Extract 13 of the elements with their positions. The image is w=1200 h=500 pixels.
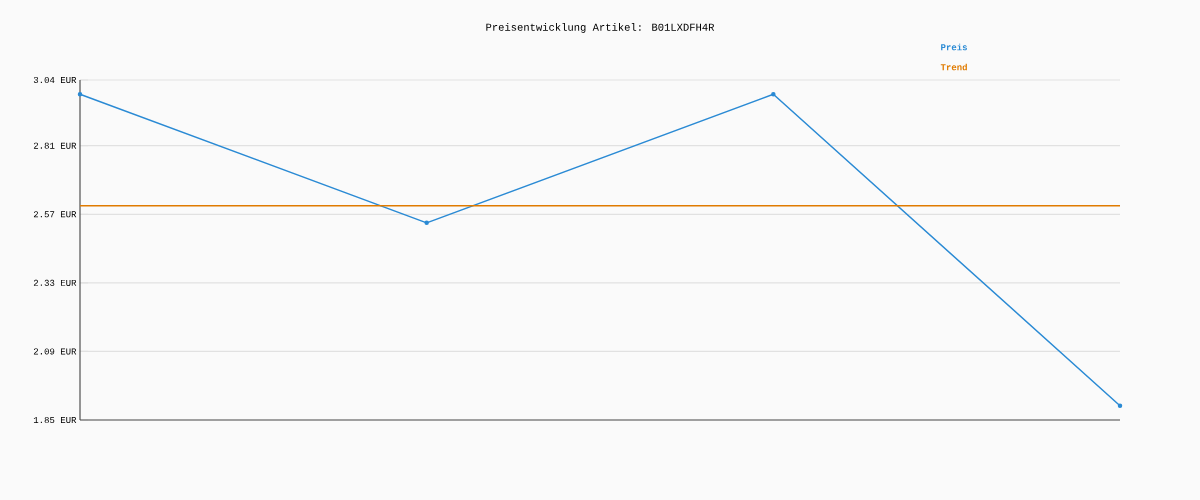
y-tick-label: 2.09 EUR [33,348,77,355]
text: Preis [941,43,967,51]
point [771,92,776,97]
y-tick-label: 1.85 EUR [33,416,77,424]
point [1117,403,1123,408]
y-tick-label: 2.33 EUR [33,279,77,286]
y-tick-label: 2.57 EUR [33,211,77,218]
point [424,220,429,226]
y-tick-label: 2.81 EUR [33,142,77,149]
text: Trend [940,63,967,71]
y-tick-label: 3.04 EUR [33,76,77,84]
point [77,92,83,97]
chart-title: Preisentwicklung Artikel: B01LXDFH4R [486,23,715,33]
